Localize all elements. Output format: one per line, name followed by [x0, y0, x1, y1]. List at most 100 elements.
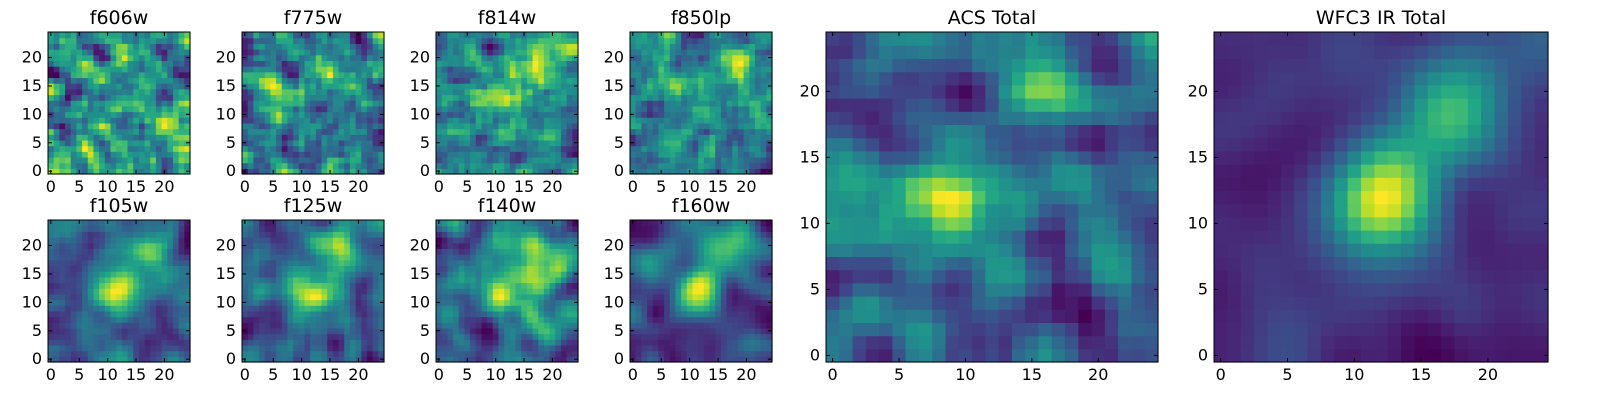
- heatmap-cell: [532, 37, 539, 44]
- heatmap-cell: [172, 128, 180, 135]
- heatmap-cell: [652, 327, 659, 335]
- heatmap-cell: [315, 242, 323, 249]
- heatmap-cell: [372, 88, 379, 96]
- heatmap-cell: [82, 77, 89, 84]
- heatmap-cell: [555, 220, 562, 227]
- heatmap-cell: [560, 162, 568, 169]
- heatmap-cell: [247, 60, 254, 67]
- heatmap-cell: [293, 333, 300, 340]
- heatmap-cell: [161, 276, 168, 284]
- heatmap-cell: [338, 77, 345, 84]
- heatmap-cell: [293, 259, 300, 267]
- heatmap-cell: [355, 333, 362, 340]
- heatmap-cell: [110, 299, 117, 306]
- heatmap-cell: [515, 305, 522, 312]
- heatmap-cell: [737, 71, 745, 79]
- heatmap-cell: [366, 168, 374, 175]
- heatmap-cell: [630, 151, 637, 158]
- heatmap-cell: [361, 305, 368, 312]
- heatmap-cell: [543, 37, 551, 44]
- heatmap-cell: [127, 293, 134, 301]
- heatmap-cell: [144, 71, 151, 79]
- heatmap-cell: [259, 54, 266, 61]
- heatmap-cell: [48, 37, 55, 44]
- heatmap-cell: [172, 316, 180, 323]
- heatmap-cell: [549, 66, 556, 73]
- heatmap-cell: [487, 231, 494, 238]
- heatmap-cell: [76, 237, 83, 244]
- heatmap-cell: [720, 162, 728, 169]
- heatmap-cell: [555, 105, 562, 113]
- heatmap-cell: [293, 322, 300, 329]
- panel-title: f775w: [284, 7, 343, 29]
- heatmap-cell: [178, 139, 185, 147]
- heatmap-cell: [526, 356, 534, 363]
- heatmap-cell: [144, 259, 151, 267]
- y-tick-label: 5: [226, 321, 236, 340]
- heatmap-cell: [161, 225, 168, 232]
- heatmap-cell: [760, 350, 767, 357]
- heatmap-cell: [720, 37, 728, 44]
- heatmap-cell: [366, 333, 374, 340]
- heatmap-cell: [121, 77, 129, 84]
- heatmap-cell: [436, 293, 443, 301]
- heatmap-cell: [264, 299, 271, 306]
- heatmap-cell: [720, 322, 728, 329]
- heatmap-cell: [458, 322, 465, 329]
- heatmap-cell: [720, 333, 728, 340]
- heatmap-cell: [538, 316, 545, 323]
- heatmap-cell: [647, 60, 654, 67]
- heatmap-cell: [532, 162, 539, 169]
- heatmap-cell: [498, 305, 505, 312]
- heatmap-cell: [116, 282, 123, 289]
- heatmap-cell: [53, 339, 60, 346]
- heatmap-cell: [532, 60, 539, 67]
- heatmap-cell: [99, 43, 106, 50]
- heatmap-cell: [726, 288, 733, 295]
- heatmap-cell: [453, 117, 460, 124]
- heatmap-cell: [116, 339, 123, 346]
- heatmap-cell: [464, 54, 471, 61]
- heatmap-cell: [475, 117, 483, 124]
- heatmap-cell: [366, 271, 374, 278]
- heatmap-cell: [293, 134, 300, 141]
- heatmap-cell: [447, 156, 454, 164]
- heatmap-cell: [127, 156, 134, 164]
- x-tick-label: 10: [291, 177, 311, 196]
- heatmap-cell: [76, 305, 83, 312]
- heatmap-cell: [293, 237, 300, 244]
- heatmap-cell: [298, 288, 306, 295]
- heatmap-cell: [720, 339, 728, 346]
- heatmap-cell: [504, 156, 511, 164]
- heatmap-cell: [698, 299, 705, 306]
- heatmap-cell: [436, 316, 443, 323]
- heatmap-cell: [464, 276, 471, 284]
- heatmap-cell: [53, 265, 60, 272]
- heatmap-cell: [453, 344, 460, 352]
- heatmap-cell: [470, 310, 477, 318]
- heatmap-cell: [338, 139, 345, 147]
- heatmap-cell: [327, 105, 334, 113]
- heatmap-cell: [121, 322, 129, 329]
- heatmap-cell: [287, 259, 294, 267]
- heatmap-cell: [293, 344, 300, 352]
- heatmap-cell: [475, 339, 483, 346]
- heatmap-cell: [264, 145, 271, 152]
- heatmap-cell: [287, 288, 294, 295]
- heatmap-cell: [572, 276, 579, 284]
- heatmap-cell: [669, 66, 677, 73]
- heatmap-cell: [692, 282, 699, 289]
- heatmap-cell: [498, 156, 505, 164]
- heatmap-cell: [504, 151, 511, 158]
- heatmap-cell: [366, 242, 374, 249]
- heatmap-cell: [172, 344, 180, 352]
- heatmap-cell: [321, 66, 328, 73]
- heatmap-cell: [293, 350, 300, 357]
- heatmap-cell: [515, 282, 522, 289]
- heatmap-cell: [259, 327, 266, 335]
- heatmap-cell: [652, 299, 659, 306]
- heatmap-cell: [555, 71, 562, 79]
- heatmap-cell: [82, 168, 89, 175]
- heatmap-cell: [276, 248, 283, 255]
- heatmap-cell: [116, 265, 123, 272]
